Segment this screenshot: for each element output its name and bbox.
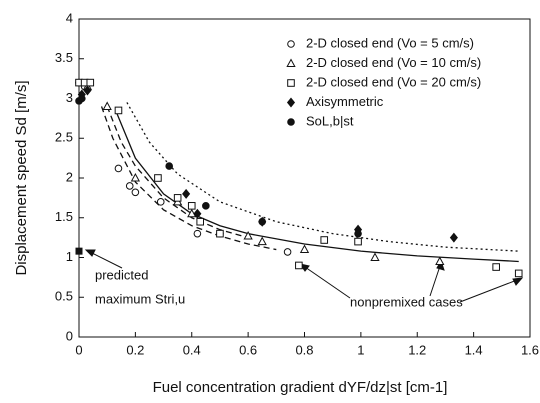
point — [165, 162, 173, 170]
y-tick-label: 3.5 — [55, 50, 73, 65]
annotation: predicted — [95, 267, 148, 282]
x-tick-label: 1 — [357, 342, 364, 357]
point — [102, 101, 112, 110]
x-tick-label: 0.8 — [295, 342, 313, 357]
point — [193, 208, 202, 219]
point — [320, 236, 329, 244]
point — [354, 229, 362, 238]
legend-marker — [287, 79, 295, 87]
legend-label: 2-D closed end (Vo = 5 cm/s) — [306, 35, 474, 50]
point — [216, 229, 224, 238]
y-tick-label: 4 — [66, 10, 73, 25]
fit-curve — [106, 106, 249, 239]
legend-marker — [287, 118, 295, 126]
x-tick-label: 1.6 — [521, 342, 539, 357]
point — [156, 198, 165, 206]
point — [78, 94, 86, 103]
y-tick-label: 3 — [66, 90, 73, 105]
point — [492, 263, 500, 271]
legend-label: Axisymmetric — [306, 94, 384, 109]
point — [283, 248, 292, 256]
point — [370, 252, 380, 261]
fit-curve — [115, 110, 519, 263]
point — [114, 164, 123, 173]
annotation: maximum Stri,u — [95, 291, 185, 306]
point — [514, 269, 523, 278]
x-tick-label: 1.4 — [465, 342, 483, 357]
legend-label: 2-D closed end (Vo = 20 cm/s) — [306, 74, 481, 89]
x-axis-label: Fuel concentration gradient dYF/dz|st [c… — [153, 379, 448, 396]
point — [173, 194, 182, 202]
point — [354, 237, 362, 246]
point — [131, 188, 140, 197]
point — [125, 182, 134, 190]
point — [182, 188, 191, 199]
point — [435, 256, 445, 265]
point — [193, 229, 202, 238]
point — [130, 172, 141, 182]
fit-curve — [126, 102, 519, 252]
y-tick-label: 0 — [66, 328, 73, 343]
point — [114, 106, 123, 115]
arrows — [84, 249, 524, 303]
point — [243, 230, 253, 240]
point — [299, 244, 310, 254]
point — [86, 78, 95, 87]
point — [449, 232, 458, 243]
y-tick-label: 2.5 — [55, 130, 73, 145]
legend-label: 2-D closed end (Vo = 10 cm/s) — [306, 55, 481, 70]
x-tick-label: 0.4 — [183, 342, 201, 357]
annotation: nonpremixed cases — [350, 294, 463, 309]
point — [295, 261, 303, 270]
x-tick-label: 1.2 — [408, 342, 426, 357]
point — [83, 85, 92, 96]
point — [196, 217, 205, 226]
legend-label: SoL,b|st — [306, 113, 354, 128]
predicted-point — [75, 247, 83, 255]
legend-marker — [286, 58, 296, 67]
x-tick-label: 0.6 — [239, 342, 257, 357]
x-tick-label: 0 — [75, 342, 82, 357]
fit-curve — [100, 106, 277, 251]
point — [202, 202, 210, 210]
legend-marker — [287, 40, 295, 48]
point — [257, 236, 267, 246]
x-tick-label: 0.2 — [126, 342, 144, 357]
y-tick-label: 1 — [66, 249, 73, 264]
y-tick-label: 2 — [66, 169, 73, 184]
y-tick-label: 0.5 — [55, 289, 73, 304]
point — [187, 208, 197, 218]
point — [154, 174, 162, 182]
point — [187, 202, 196, 210]
y-axis-label: Displacement speed Sd [m/s] — [13, 80, 30, 275]
legend-marker — [286, 97, 296, 108]
y-tick-label: 1.5 — [55, 209, 73, 224]
point — [258, 217, 267, 226]
